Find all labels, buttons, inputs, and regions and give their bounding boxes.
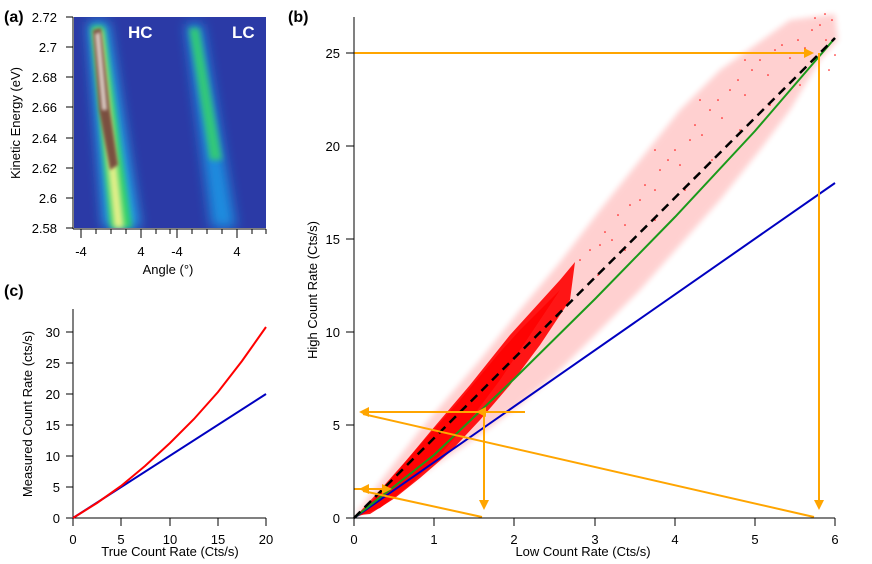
b-fit-curve bbox=[353, 37, 836, 519]
a-ytick: 2.72 bbox=[32, 10, 57, 25]
lc-tag: LC bbox=[232, 23, 255, 42]
b-xtick: 5 bbox=[751, 532, 758, 547]
b-ytick: 15 bbox=[326, 232, 340, 247]
c-xtick: 0 bbox=[69, 532, 76, 547]
c-ytick: 0 bbox=[53, 511, 60, 526]
a-ytick: 2.58 bbox=[32, 221, 57, 236]
a-x-ticks bbox=[80, 229, 267, 238]
lc-spectrum-image bbox=[170, 17, 266, 228]
b-ytick: 25 bbox=[326, 46, 340, 61]
b-xtick: 3 bbox=[591, 532, 598, 547]
b-y-axis-label: High Count Rate (Cts/s) bbox=[305, 221, 320, 359]
c-xtick: 15 bbox=[211, 532, 225, 547]
c-ytick: 5 bbox=[53, 480, 60, 495]
hc-tag: HC bbox=[128, 23, 153, 42]
b-xtick: 1 bbox=[430, 532, 437, 547]
a-ytick: 2.6 bbox=[39, 191, 57, 206]
b-ytick: 5 bbox=[333, 418, 340, 433]
b-dashed-line bbox=[353, 37, 836, 519]
a-xtick: 4 bbox=[233, 244, 240, 259]
c-xtick: 20 bbox=[259, 532, 273, 547]
b-scatter-cloud bbox=[354, 13, 838, 518]
c-x-axis-label: True Count Rate (Cts/s) bbox=[101, 544, 239, 559]
c-ytick: 15 bbox=[46, 418, 60, 433]
panel-b: (b) bbox=[288, 9, 839, 559]
c-xtick: 5 bbox=[117, 532, 124, 547]
b-xtick: 0 bbox=[350, 532, 357, 547]
a-xtick: -4 bbox=[75, 244, 87, 259]
c-ytick: 25 bbox=[46, 356, 60, 371]
c-ytick: 20 bbox=[46, 387, 60, 402]
a-ytick: 2.62 bbox=[32, 161, 57, 176]
c-xtick: 10 bbox=[163, 532, 177, 547]
b-xtick: 6 bbox=[831, 532, 838, 547]
a-xtick: 4 bbox=[137, 244, 144, 259]
b-ytick: 20 bbox=[326, 139, 340, 154]
a-xtick: -4 bbox=[171, 244, 183, 259]
b-orange-arrows bbox=[354, 48, 824, 518]
a-ytick: 2.68 bbox=[32, 70, 57, 85]
a-ytick: 2.64 bbox=[32, 131, 57, 146]
b-scatter-points bbox=[579, 13, 836, 276]
panel-c-label: (c) bbox=[4, 283, 24, 300]
hc-spectrum-image bbox=[74, 17, 170, 228]
a-ytick: 2.7 bbox=[39, 40, 57, 55]
panel-b-label: (b) bbox=[288, 9, 308, 26]
b-ytick: 10 bbox=[326, 325, 340, 340]
panel-a-label: (a) bbox=[4, 9, 24, 26]
b-ytick: 0 bbox=[333, 511, 340, 526]
c-ytick: 10 bbox=[46, 449, 60, 464]
b-xtick: 4 bbox=[671, 532, 678, 547]
b-linear-line bbox=[353, 182, 836, 519]
c-ticks bbox=[66, 331, 267, 526]
a-ytick: 2.66 bbox=[32, 100, 57, 115]
c-ytick: 30 bbox=[46, 325, 60, 340]
a-x-axis-label: Angle (°) bbox=[143, 262, 194, 277]
b-ticks bbox=[346, 52, 836, 526]
c-red-curve bbox=[72, 326, 267, 519]
panel-a: (a) HC LC 2.72 2.7 bbox=[4, 9, 267, 277]
panel-c: (c) 0 5 10 15 20 25 30 0 5 10 15 20 Tr bbox=[4, 283, 273, 559]
b-x-axis-label: Low Count Rate (Cts/s) bbox=[515, 544, 650, 559]
b-xtick: 2 bbox=[510, 532, 517, 547]
a-y-axis-label: Kinetic Energy (eV) bbox=[8, 67, 23, 179]
c-y-axis-label: Measured Count Rate (cts/s) bbox=[20, 331, 35, 497]
a-y-ticks bbox=[66, 16, 73, 229]
